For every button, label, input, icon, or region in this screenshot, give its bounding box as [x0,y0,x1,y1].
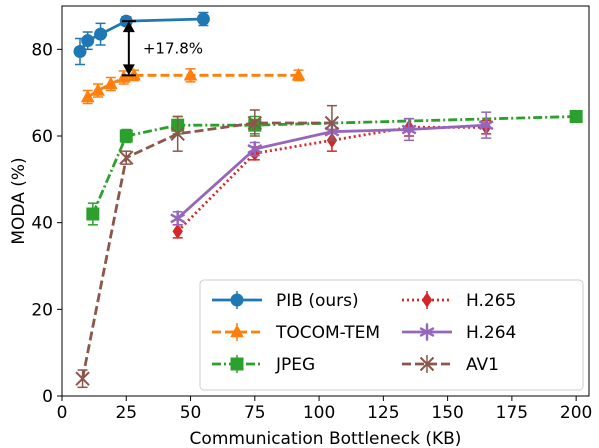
marker-stroke [75,371,90,386]
legend-label: JPEG [275,355,315,375]
series-0 [73,11,210,66]
data-point [291,67,306,81]
marker-stroke [170,126,185,142]
legend: PIB (ours) TOCOM-TEM JPEG H.265 H.264 AV1 [199,279,584,391]
legend-marker [419,356,435,372]
marker-stroke [247,144,263,154]
marker-stroke [419,327,435,337]
legend-entry: TOCOM-TEM [212,323,380,343]
legend-label: TOCOM-TEM [275,323,380,343]
data-point [172,223,183,240]
series-1 [80,67,306,105]
data-point [401,121,417,138]
x-axis-title: Communication Bottleneck (KB) [190,429,462,448]
marker-stroke [419,356,435,372]
data-point [247,141,263,157]
x-tick-label: 75 [244,403,266,423]
data-point [170,210,186,227]
legend-label: PIB (ours) [276,291,359,311]
x-tick-label: 175 [496,403,528,423]
legend-label: H.264 [466,323,516,343]
data-point [81,34,95,48]
arrow-up-icon [122,21,135,33]
legend-entry: AV1 [402,355,499,375]
y-tick-label: 80 [31,40,53,60]
marker-stroke [170,213,186,224]
data-point [127,67,141,81]
y-tick-label: 60 [31,127,53,147]
annotation-label: +17.8% [143,39,203,57]
legend-marker [421,292,433,308]
data-point [170,126,185,142]
legend-marker [230,293,244,307]
axis-ticks: 0 25 50 75 100 125 150 175 200 0 20 40 60 80 [31,40,592,423]
x-tick-label: 150 [431,403,463,423]
marker-stroke [324,115,340,131]
marker-stroke [119,150,134,165]
data-point [119,150,134,165]
data-point [116,70,131,83]
legend-entry: PIB (ours) [212,291,359,311]
data-point [104,76,118,90]
marker-stroke [401,124,417,135]
legend-entry: H.264 [402,323,516,343]
series-5 [75,104,340,389]
data-point [569,110,583,123]
data-point [73,45,87,58]
x-tick-label: 200 [560,403,592,423]
marker-stroke [478,120,494,131]
y-tick-label: 40 [31,214,53,234]
legend-marker [419,324,435,340]
marker-stroke [247,115,263,131]
data-point [247,115,263,131]
data-point [86,207,100,221]
x-tick-label: 50 [180,403,202,423]
data-point [91,83,105,96]
legend-label: H.265 [466,291,516,311]
legend-label: AV1 [466,355,499,375]
data-point [119,129,133,143]
data-point [75,371,90,386]
x-tick-label: 0 [57,403,68,423]
legend-entry: H.265 [402,291,516,311]
data-point [196,12,210,26]
legend-entry: JPEG [212,355,315,375]
series-2 [86,110,583,226]
legend-box [199,279,584,391]
data-point [324,115,340,131]
x-tick-label: 25 [115,403,137,423]
legend-marker [230,357,244,371]
plot-marks [73,11,583,389]
arrow-down-icon [122,64,135,76]
y-tick-label: 0 [42,387,53,407]
plot-frame [61,5,590,397]
data-point [80,89,95,103]
y-axis-title: MODA (%) [9,157,29,244]
data-point [94,27,108,41]
data-point [183,67,198,81]
x-tick-label: 100 [303,403,335,423]
legend-marker [230,324,244,338]
y-tick-label: 20 [31,300,53,320]
data-point [478,117,494,133]
improvement-annotation: +17.8% [121,20,203,77]
x-tick-label: 125 [367,403,399,423]
annotation-layer: +17.8% [121,20,203,77]
